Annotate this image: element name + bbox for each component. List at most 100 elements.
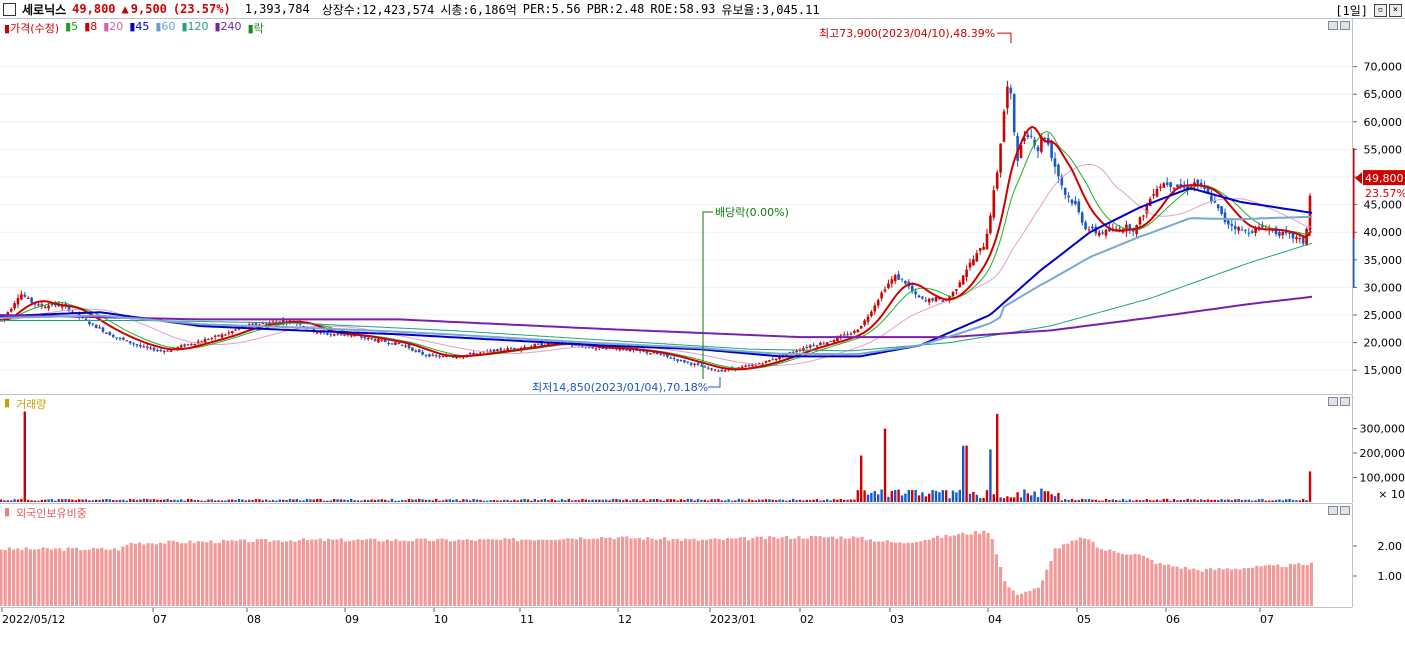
foreign-bar <box>642 540 645 606</box>
candle-body <box>1074 201 1077 204</box>
volume-bar <box>24 411 26 502</box>
candle-body <box>1027 135 1030 137</box>
foreign-bar <box>1175 567 1178 606</box>
volume-bar <box>262 500 264 502</box>
volume-bar <box>1054 496 1056 502</box>
volume-bar <box>95 500 97 502</box>
volume-bar <box>1112 499 1114 502</box>
foreign-bar <box>373 539 376 606</box>
foreign-bar <box>554 540 557 606</box>
candle-body <box>880 293 883 299</box>
foreign-bar <box>709 539 712 606</box>
volume-bar <box>710 499 712 502</box>
volume-bar <box>1214 500 1216 502</box>
foreign-bar <box>377 541 380 606</box>
foreign-chart[interactable] <box>0 504 1352 607</box>
volume-bar <box>1013 497 1015 502</box>
foreign-bar <box>1045 570 1048 606</box>
foreign-bar <box>1297 563 1300 606</box>
volume-bar <box>1203 500 1205 502</box>
volume-bar <box>1064 499 1066 502</box>
volume-bar <box>540 499 542 502</box>
candle-body <box>1098 233 1101 236</box>
volume-bar <box>670 499 672 502</box>
volume-bar <box>1278 499 1280 502</box>
volume-bar <box>942 490 944 502</box>
price-chart[interactable]: 최고73,900(2023/04/10),48.39%최저14,850(2023… <box>0 19 1352 394</box>
change-percent: (23.57%) <box>173 2 231 16</box>
volume-pane: ▮거래량 <box>0 395 1352 504</box>
candle-body <box>472 353 475 355</box>
candle-body <box>1241 230 1244 231</box>
foreign-bar <box>592 539 595 606</box>
volume-bar <box>795 500 797 502</box>
dividend-annotation: 배당락(0.00%) <box>715 206 789 219</box>
legend-item-5: ▮60 <box>155 20 175 36</box>
volume-bar <box>840 499 842 502</box>
volume-bar <box>534 499 536 502</box>
foreign-bar <box>629 539 632 606</box>
candle-body <box>914 291 917 294</box>
period-label[interactable]: [1일] <box>1335 2 1368 19</box>
candle-body <box>160 350 163 351</box>
candle-body <box>143 346 146 347</box>
foreign-bar <box>596 539 599 606</box>
candle-body <box>972 259 975 265</box>
volume-bar <box>115 500 117 502</box>
volume-bar <box>469 501 471 502</box>
volume-bar <box>527 499 529 502</box>
foreign-bar <box>453 541 456 606</box>
current-price: 49,800 <box>72 2 115 16</box>
foreign-bar <box>226 541 229 606</box>
y-tick-label: 15,000 <box>1364 364 1403 377</box>
foreign-bar <box>407 541 410 606</box>
volume-bar <box>1305 500 1307 502</box>
candle-body <box>741 367 744 368</box>
foreign-bar <box>768 536 771 606</box>
foreign-bar <box>478 539 481 606</box>
candle-body <box>401 345 404 346</box>
candle-body <box>901 278 904 279</box>
candle-body <box>214 336 217 337</box>
foreign-bar <box>12 549 15 606</box>
candle-body <box>952 292 955 296</box>
volume-bar <box>1173 499 1175 502</box>
candle-body <box>411 348 414 351</box>
foreign-bar <box>1184 567 1187 606</box>
foreign-bar <box>869 539 872 606</box>
volume-bar <box>476 500 478 502</box>
volume-bar <box>1050 494 1052 502</box>
volume-bar <box>360 501 362 502</box>
foreign-bar <box>785 536 788 606</box>
volume-bar <box>571 501 573 502</box>
foreign-bar <box>1188 569 1191 606</box>
restore-icon[interactable]: ▫ <box>1374 4 1387 17</box>
candle-body <box>398 343 401 344</box>
foreign-bar <box>33 549 36 606</box>
volume-bar <box>1057 493 1059 502</box>
foreign-bar <box>440 538 443 606</box>
volume-bar <box>574 500 576 502</box>
foreign-bar <box>999 567 1002 606</box>
candle-body <box>340 334 343 335</box>
candle-body <box>955 289 958 291</box>
volume-bar <box>622 500 624 502</box>
candle-body <box>1237 227 1240 231</box>
select-checkbox[interactable] <box>3 3 16 16</box>
volume-bar <box>214 500 216 502</box>
candle-body <box>469 353 472 354</box>
foreign-bar <box>1012 591 1015 606</box>
foreign-bar <box>1024 592 1027 606</box>
quote-header: 세로닉스 49,800 ▲ 9,500 (23.57%) 1,393,784 상… <box>0 0 1405 19</box>
volume-bar <box>275 501 277 502</box>
close-icon[interactable]: × <box>1389 4 1402 17</box>
candle-body <box>1105 230 1108 236</box>
foreign-bar <box>953 535 956 606</box>
foreign-bar <box>894 543 897 606</box>
foreign-bar <box>323 541 326 606</box>
x-tick-label: 04 <box>988 613 1002 626</box>
foreign-bar <box>491 539 494 606</box>
volume-chart[interactable] <box>0 395 1352 503</box>
volume-bar <box>768 499 770 502</box>
